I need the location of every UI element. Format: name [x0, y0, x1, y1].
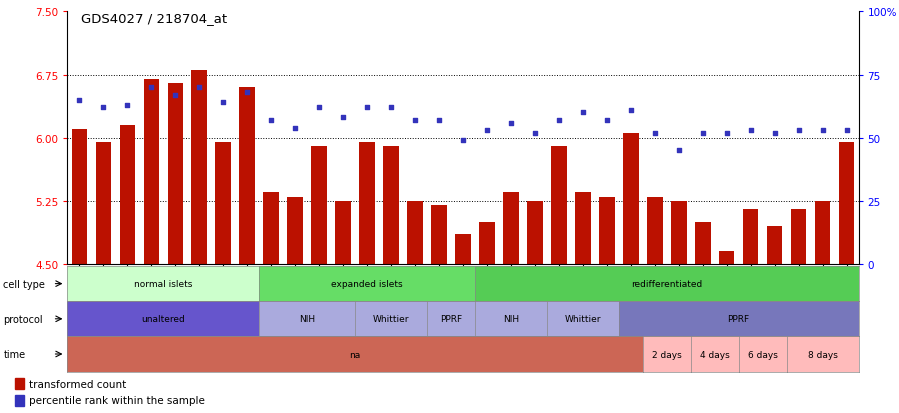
- Bar: [599, 197, 615, 264]
- Point: [456, 138, 470, 144]
- Text: normal islets: normal islets: [134, 280, 192, 288]
- Bar: [814, 202, 831, 264]
- Bar: [839, 142, 854, 264]
- Text: Whittier: Whittier: [565, 315, 601, 323]
- Bar: [216, 142, 231, 264]
- Point: [336, 115, 351, 121]
- Point: [384, 105, 398, 112]
- Point: [791, 128, 806, 134]
- Bar: [167, 84, 183, 264]
- Point: [840, 128, 854, 134]
- Bar: [311, 147, 327, 264]
- Text: unaltered: unaltered: [141, 315, 185, 323]
- Point: [288, 125, 302, 132]
- Point: [360, 105, 374, 112]
- Text: 8 days: 8 days: [807, 350, 838, 358]
- Text: 4 days: 4 days: [699, 350, 730, 358]
- Bar: [503, 193, 519, 264]
- Point: [72, 97, 86, 104]
- Bar: [623, 134, 638, 264]
- Point: [624, 107, 638, 114]
- Point: [503, 120, 518, 126]
- Text: redifferentiated: redifferentiated: [631, 280, 702, 288]
- Bar: [383, 147, 399, 264]
- Bar: [120, 126, 135, 264]
- Point: [240, 90, 254, 96]
- Point: [575, 110, 590, 116]
- Bar: [95, 142, 111, 264]
- Text: percentile rank within the sample: percentile rank within the sample: [29, 396, 205, 406]
- Point: [216, 100, 230, 107]
- Point: [264, 117, 279, 124]
- Bar: [671, 202, 687, 264]
- Point: [768, 130, 782, 137]
- Point: [528, 130, 542, 137]
- Bar: [743, 210, 759, 264]
- Bar: [407, 202, 423, 264]
- Bar: [191, 71, 207, 264]
- Point: [696, 130, 710, 137]
- Point: [647, 130, 662, 137]
- Bar: [432, 206, 447, 264]
- Bar: [335, 202, 351, 264]
- Bar: [144, 80, 159, 264]
- Text: time: time: [4, 349, 25, 359]
- Text: protocol: protocol: [4, 314, 43, 324]
- Point: [552, 117, 566, 124]
- Text: GDS4027 / 218704_at: GDS4027 / 218704_at: [81, 12, 227, 25]
- Text: NIH: NIH: [503, 315, 519, 323]
- Bar: [695, 222, 710, 264]
- Point: [600, 117, 614, 124]
- Point: [192, 85, 207, 91]
- Point: [312, 105, 326, 112]
- Point: [672, 148, 686, 154]
- Bar: [14, 395, 23, 406]
- Bar: [14, 378, 23, 389]
- Bar: [527, 202, 543, 264]
- Bar: [551, 147, 566, 264]
- Text: cell type: cell type: [4, 279, 45, 289]
- Bar: [647, 197, 663, 264]
- Bar: [72, 130, 87, 264]
- Text: PPRF: PPRF: [440, 315, 462, 323]
- Bar: [455, 235, 471, 264]
- Point: [432, 117, 446, 124]
- Text: transformed count: transformed count: [29, 379, 126, 389]
- Text: NIH: NIH: [299, 315, 316, 323]
- Bar: [791, 210, 806, 264]
- Point: [743, 128, 758, 134]
- Bar: [719, 252, 734, 264]
- Text: expanded islets: expanded islets: [331, 280, 403, 288]
- Bar: [360, 142, 375, 264]
- Bar: [575, 193, 591, 264]
- Point: [144, 85, 158, 91]
- Point: [168, 92, 182, 99]
- Text: 6 days: 6 days: [748, 350, 778, 358]
- Point: [719, 130, 734, 137]
- Bar: [479, 222, 494, 264]
- Bar: [288, 197, 303, 264]
- Text: PPRF: PPRF: [727, 315, 750, 323]
- Point: [120, 102, 135, 109]
- Point: [408, 117, 423, 124]
- Text: 2 days: 2 days: [652, 350, 681, 358]
- Bar: [263, 193, 279, 264]
- Text: Whittier: Whittier: [373, 315, 409, 323]
- Point: [96, 105, 111, 112]
- Bar: [239, 88, 255, 264]
- Point: [815, 128, 830, 134]
- Bar: [767, 227, 782, 264]
- Text: na: na: [350, 350, 360, 358]
- Point: [480, 128, 494, 134]
